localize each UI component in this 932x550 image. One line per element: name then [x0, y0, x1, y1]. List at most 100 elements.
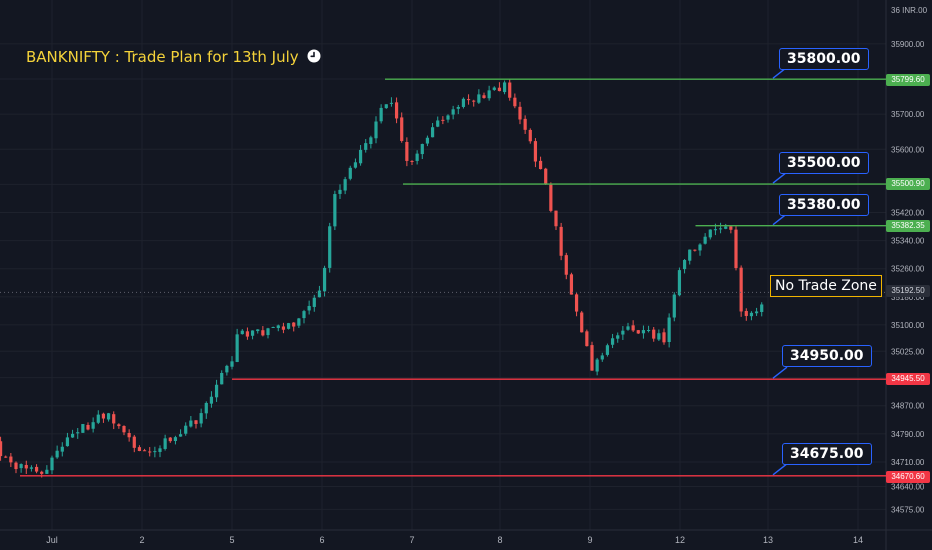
candle-body	[256, 329, 260, 332]
date-tick-label: 6	[319, 535, 324, 545]
price-badge-34670: 34670.60	[886, 471, 930, 483]
candle-body	[708, 229, 712, 238]
price-tick-label: 35340.00	[891, 237, 925, 246]
candle-body	[19, 464, 23, 469]
candle-body	[508, 82, 512, 98]
candle-body	[132, 436, 136, 448]
candle-body	[338, 189, 342, 194]
candle-body	[50, 457, 54, 471]
currency-label: 36 INR.00	[891, 6, 928, 15]
date-tick-label: 14	[853, 535, 863, 545]
candle-body	[472, 100, 476, 102]
candle-body	[513, 97, 517, 107]
candle-body	[657, 333, 661, 340]
candle-body	[688, 249, 692, 261]
date-tick-label: 9	[587, 535, 592, 545]
candle-body	[502, 82, 507, 93]
candle-body	[209, 396, 214, 404]
candle-body	[616, 335, 620, 339]
price-tick-label: 34710.00	[891, 458, 925, 467]
candle-body	[389, 102, 394, 104]
candle-body	[574, 294, 579, 312]
candle-body	[0, 441, 3, 457]
candle-body	[538, 160, 543, 170]
candle-body	[441, 119, 445, 121]
date-tick-label: 12	[675, 535, 685, 545]
candle-body	[569, 274, 574, 295]
price-tick-label: 35700.00	[891, 110, 925, 119]
price-tick-label: 35100.00	[891, 321, 925, 330]
candle-body	[554, 210, 558, 227]
candle-body	[595, 359, 599, 372]
candle-body	[677, 270, 682, 296]
candle-body	[461, 98, 466, 107]
candle-body	[297, 318, 301, 326]
candle-body	[199, 413, 203, 424]
candle-body	[724, 226, 728, 229]
candle-body	[641, 330, 646, 334]
candle-body	[358, 149, 363, 164]
price-badge-34945: 34945.50	[886, 373, 930, 385]
level-callout-35500: 35500.00	[779, 152, 869, 174]
price-tick-label: 34870.00	[891, 402, 925, 411]
candle-body	[734, 229, 738, 269]
candle-body	[374, 121, 378, 139]
level-callout-35380: 35380.00	[779, 194, 869, 216]
candle-body	[9, 456, 13, 463]
candle-body	[86, 424, 90, 430]
candle-body	[497, 87, 502, 92]
candle-body	[482, 95, 486, 98]
candle-body	[744, 310, 748, 316]
no-trade-zone-label: No Trade Zone	[770, 275, 882, 297]
candle-body	[585, 331, 589, 347]
candle-body	[34, 466, 39, 472]
chart-title: BANKNIFTY : Trade Plan for 13th July	[26, 48, 321, 66]
candle-body	[137, 447, 142, 451]
candle-body	[189, 420, 193, 427]
candle-body	[549, 184, 553, 211]
price-tick-label: 34575.00	[891, 505, 925, 514]
candle-body	[420, 144, 424, 155]
candle-body	[70, 433, 75, 438]
candle-body	[492, 87, 496, 90]
candle-body	[184, 425, 188, 434]
candle-body	[230, 361, 234, 367]
candle-body	[112, 414, 116, 424]
candle-body	[127, 432, 131, 438]
candle-body	[436, 120, 440, 127]
candle-body	[739, 267, 743, 312]
price-badge-35500: 35500.90	[886, 178, 930, 190]
candle-body	[24, 464, 28, 469]
candle-body	[718, 228, 723, 230]
candle-body	[214, 384, 219, 398]
candle-body	[518, 106, 522, 120]
price-tick-label: 34790.00	[891, 430, 925, 439]
level-callout-34675: 34675.00	[782, 443, 872, 465]
date-tick-label: Jul	[46, 535, 58, 545]
callout-pointer	[772, 463, 788, 476]
candle-body	[266, 328, 270, 336]
candle-body	[204, 402, 208, 414]
candle-body	[394, 102, 399, 119]
candle-body	[446, 115, 450, 120]
candle-body	[271, 327, 275, 329]
candle-body	[662, 332, 666, 343]
candle-body	[605, 345, 610, 355]
candle-body	[626, 326, 630, 330]
candle-body	[590, 345, 594, 371]
candle-body	[636, 330, 640, 334]
level-lines	[20, 66, 886, 477]
level-callout-34950: 34950.00	[782, 345, 872, 367]
candle-body	[117, 424, 121, 427]
candle-body	[425, 137, 430, 144]
candle-body	[353, 162, 358, 168]
candle-body	[292, 322, 296, 327]
candle-body	[533, 141, 538, 162]
candle-body	[703, 236, 707, 244]
date-tick-label: 5	[229, 535, 234, 545]
candle-body	[523, 118, 527, 130]
candle-body	[729, 226, 733, 230]
candle-body	[430, 127, 435, 138]
candle-body	[333, 194, 337, 227]
